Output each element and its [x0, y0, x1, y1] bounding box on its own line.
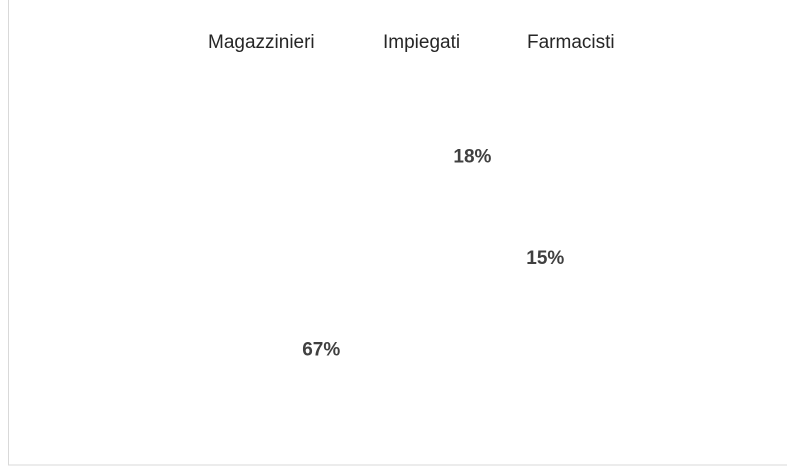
legend-marker	[192, 36, 203, 47]
data-label: 67%	[302, 339, 340, 360]
legend-label: Impiegati	[383, 32, 460, 53]
legend-marker	[367, 36, 378, 47]
data-label: 18%	[453, 146, 491, 167]
pie-slice	[239, 92, 590, 453]
legend-label: Farmacisti	[527, 32, 615, 53]
pie-slice	[394, 91, 573, 274]
legend-label: Magazzinieri	[208, 32, 315, 53]
pie-slice	[417, 172, 601, 338]
data-label: 15%	[526, 248, 564, 269]
legend-marker	[511, 36, 522, 47]
